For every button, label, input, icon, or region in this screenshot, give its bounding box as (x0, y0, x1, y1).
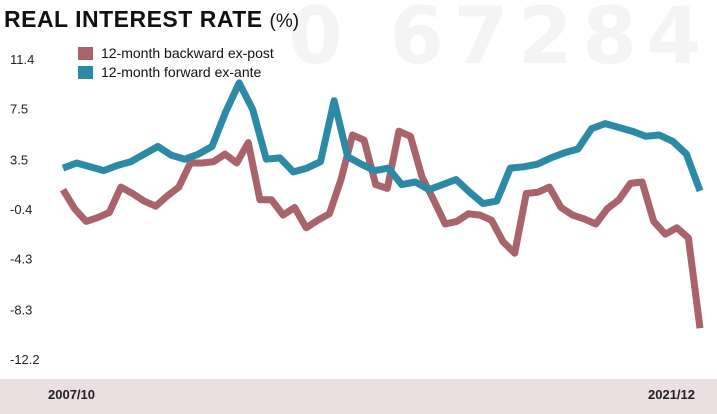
series-line-backward-ex-post (60, 127, 704, 329)
legend-swatch (78, 66, 93, 79)
y-tick-label: 11.4 (10, 52, 34, 67)
legend-swatch (78, 47, 93, 60)
y-tick-label: 3.5 (10, 152, 28, 167)
legend-label: 12-month backward ex-post (101, 45, 274, 61)
x-tick-end: 2021/12 (648, 387, 695, 402)
background-watermark: 0 67284 (288, 0, 711, 82)
chart-title-unit: (%) (269, 11, 300, 32)
chart-title: REAL INTEREST RATE (%) (4, 6, 299, 33)
x-tick-start: 2007/10 (48, 387, 95, 402)
x-axis-band (0, 379, 717, 414)
chart-title-text: REAL INTEREST RATE (4, 6, 263, 32)
y-tick-label: -12.2 (10, 352, 40, 367)
y-tick-label: 7.5 (10, 102, 28, 117)
y-tick-label: -8.3 (10, 302, 32, 317)
y-tick-label: -4.3 (10, 252, 32, 267)
series-line-forward-ex-ante (61, 79, 704, 208)
y-tick-label: -0.4 (10, 202, 32, 217)
legend-label: 12-month forward ex-ante (101, 64, 262, 80)
